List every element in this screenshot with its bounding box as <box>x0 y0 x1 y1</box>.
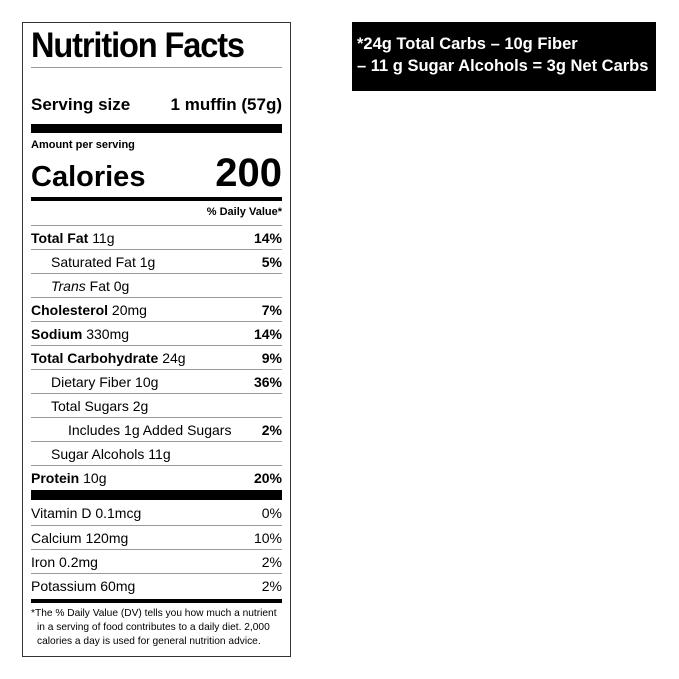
vitamin-label: Potassium 60mg <box>31 578 135 594</box>
nutrient-name: Saturated Fat <box>51 253 136 270</box>
calories: Calories 200 <box>31 153 282 193</box>
calories-value: 200 <box>215 151 282 195</box>
nutrient-name: Cholesterol <box>31 301 109 318</box>
thick-divider <box>31 490 282 500</box>
thick-divider <box>31 124 282 133</box>
nutrient-daily-value: 7% <box>261 301 282 318</box>
daily-value-header: % Daily Value* <box>206 206 282 218</box>
nutrient-amount: 20mg <box>111 301 147 318</box>
nutrient-name: Includes 1g Added Sugars <box>68 421 232 438</box>
nutrient-daily-value: 5% <box>261 253 282 270</box>
nutrient-label: Sugar Alcohols 11g <box>51 446 171 462</box>
nutrient-daily-value: 20% <box>253 469 282 486</box>
nutrient-label: Includes 1g Added Sugars <box>68 422 231 438</box>
vitamin-row: Iron 0.2mg 2% <box>31 549 282 573</box>
nutrient-label: Protein 10g <box>31 470 106 486</box>
vitamin-label: Vitamin D 0.1mcg <box>31 505 141 521</box>
nutrient-row: Includes 1g Added Sugars 2% <box>31 417 282 441</box>
nutrient-name: Sugar Alcohols <box>51 445 145 462</box>
calories-label: Calories <box>31 161 146 193</box>
nutrient-name-suffix: Fat <box>89 277 110 294</box>
nutrient-amount: 10g <box>135 373 159 390</box>
nutrient-amount: 10g <box>83 469 107 486</box>
vitamin-name: Potassium <box>31 577 97 594</box>
nutrient-name: Trans <box>51 277 86 294</box>
medium-divider <box>31 599 282 603</box>
nutrient-row: Saturated Fat 1g 5% <box>31 249 282 273</box>
vitamin-amount: 0.1mcg <box>95 505 142 521</box>
nutrient-label: Trans Fat 0g <box>51 278 129 294</box>
vitamin-daily-value: 2% <box>261 577 282 594</box>
nutrient-name: Protein <box>31 469 80 486</box>
vitamin-amount: 60mg <box>100 577 136 594</box>
nutrient-amount: 11g <box>92 229 115 246</box>
label-title: Nutrition Facts <box>31 26 245 65</box>
serving-size-label: Serving size <box>31 95 131 114</box>
vitamin-name: Calcium <box>31 529 82 546</box>
nutrition-facts-label: Nutrition Facts Serving size 1 muffin (5… <box>22 22 291 657</box>
nutrient-row: Trans Fat 0g <box>31 273 282 297</box>
nutrient-row: Dietary Fiber 10g 36% <box>31 369 282 393</box>
nutrient-row: Cholesterol 20mg 7% <box>31 297 282 321</box>
nutrient-label: Total Fat 11g <box>31 230 115 246</box>
vitamin-label: Calcium 120mg <box>31 530 128 546</box>
nutrient-name: Total Sugars <box>51 397 129 414</box>
vitamin-name: Vitamin D <box>31 505 92 521</box>
nutrient-amount: 330mg <box>86 325 130 342</box>
nutrient-label: Saturated Fat 1g <box>51 254 155 270</box>
nutrient-row: Sugar Alcohols 11g <box>31 441 282 465</box>
nutrient-daily-value: 2% <box>261 421 282 438</box>
nutrient-amount: 24g <box>162 349 186 366</box>
nutrient-amount: 11g <box>148 445 171 462</box>
nutrient-daily-value: 14% <box>253 229 282 246</box>
divider <box>31 67 282 68</box>
net-carbs-line-2: – 11 g Sugar Alcohols = 3g Net Carbs <box>357 57 649 75</box>
nutrient-daily-value: 9% <box>261 349 282 366</box>
vitamin-row: Potassium 60mg 2% <box>31 573 282 597</box>
nutrient-amount: 1g <box>139 253 156 270</box>
serving-size-value: 1 muffin (57g) <box>170 95 282 114</box>
nutrient-amount: 0g <box>113 277 130 294</box>
nutrient-name: Sodium <box>31 325 83 342</box>
amount-per-serving: Amount per serving <box>31 139 135 151</box>
net-carbs-callout: *24g Total Carbs – 10g Fiber – 11 g Suga… <box>352 22 656 91</box>
vitamin-row: Calcium 120mg 10% <box>31 525 282 549</box>
footnote: *The % Daily Value (DV) tells you how mu… <box>31 608 277 647</box>
net-carbs-line-1: *24g Total Carbs – 10g Fiber <box>357 35 578 53</box>
vitamin-daily-value: 10% <box>253 529 282 546</box>
serving-size: Serving size 1 muffin (57g) <box>31 95 282 115</box>
nutrient-name: Total Fat <box>31 229 89 246</box>
medium-divider <box>31 197 282 201</box>
nutrient-row: Sodium 330mg 14% <box>31 321 282 345</box>
nutrient-row: Protein 10g 20% <box>31 465 282 489</box>
vitamin-daily-value: 2% <box>261 553 282 570</box>
nutrient-label: Cholesterol 20mg <box>31 302 147 318</box>
vitamin-amount: 120mg <box>85 529 129 546</box>
vitamin-amount: 0.2mg <box>59 553 98 570</box>
nutrient-label: Dietary Fiber 10g <box>51 374 158 390</box>
nutrient-amount: 2g <box>132 397 149 414</box>
vitamin-label: Iron 0.2mg <box>31 554 98 570</box>
nutrient-daily-value: 36% <box>253 373 282 390</box>
nutrient-rows: Total Fat 11g 14% Saturated Fat 1g 5% Trans … <box>31 225 282 489</box>
nutrient-row: Total Carbohydrate 24g 9% <box>31 345 282 369</box>
vitamin-row: Vitamin D 0.1mcg 0% <box>31 501 282 525</box>
vitamin-name: Iron <box>31 553 56 570</box>
nutrient-daily-value: 14% <box>253 325 282 342</box>
nutrient-name: Total Carbohydrate <box>31 349 159 366</box>
nutrient-name: Dietary Fiber <box>51 373 132 390</box>
vitamin-daily-value: 0% <box>261 505 282 521</box>
vitamin-rows: Vitamin D 0.1mcg 0% Calcium 120mg 10% Iron 0… <box>31 501 282 597</box>
nutrient-label: Sodium 330mg <box>31 326 129 342</box>
nutrient-label: Total Sugars 2g <box>51 398 148 414</box>
nutrient-row: Total Fat 11g 14% <box>31 225 282 249</box>
nutrient-label: Total Carbohydrate 24g <box>31 350 186 366</box>
nutrient-row: Total Sugars 2g <box>31 393 282 417</box>
